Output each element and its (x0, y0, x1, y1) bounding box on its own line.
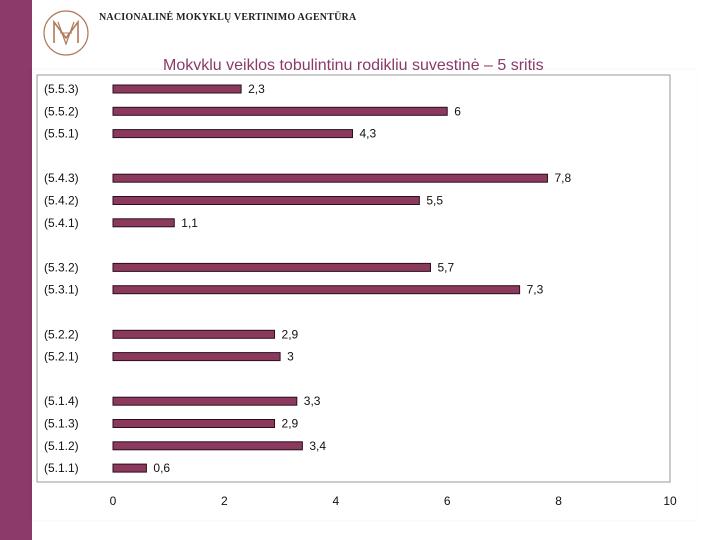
category-label: (5.3.2) (44, 260, 79, 274)
agency-name: NACIONALINĖ MOKYKLŲ VERTINIMO AGENTŪRA (99, 12, 357, 23)
category-label: (5.2.1) (44, 350, 79, 364)
category-label: (5.4.2) (44, 194, 79, 208)
bar (112, 352, 281, 362)
x-tick-label: 8 (555, 494, 562, 508)
category-label: (5.2.2) (44, 327, 79, 341)
bar-chart: (5.5.3) 2,3 (5.5.2) 6 (5.5.1) 4,3 (5.4.3) 7,8 (5… (36, 74, 677, 508)
x-tick-label: 6 (444, 494, 451, 508)
value-label: 7,8 (554, 171, 571, 185)
bar (112, 218, 175, 228)
value-label: 6 (454, 104, 461, 118)
category-label: (5.3.1) (44, 283, 79, 297)
bar (112, 84, 242, 94)
value-label: 3,3 (304, 394, 321, 408)
category-label: (5.5.2) (44, 104, 79, 118)
category-label: (5.5.1) (44, 127, 79, 141)
bar (112, 129, 354, 139)
plot-frame (36, 74, 671, 483)
bar (112, 441, 303, 451)
bar (112, 329, 276, 339)
value-label: 5,7 (437, 260, 454, 274)
value-label: 0,6 (153, 461, 170, 475)
nmva-monogram-icon (43, 10, 89, 56)
slide-title: Mokyklų veiklos tobulintinų rodiklių suv… (163, 57, 544, 72)
chart-panel: (5.5.3) 2,3 (5.5.2) 6 (5.5.1) 4,3 (5.4.3) 7,8 (5… (32, 70, 697, 520)
side-accent-bar (0, 0, 32, 540)
value-label: 7,3 (527, 283, 544, 297)
category-label: (5.4.1) (44, 216, 79, 230)
category-label: (5.4.3) (44, 171, 79, 185)
bar (112, 173, 548, 183)
category-label: (5.1.1) (44, 461, 79, 475)
value-label: 3 (287, 350, 294, 364)
value-label: 5,5 (426, 194, 443, 208)
value-label: 4,3 (360, 127, 377, 141)
value-label: 2,3 (248, 82, 265, 96)
bar (112, 419, 276, 428)
category-label: (5.1.4) (44, 394, 79, 408)
category-label: (5.1.2) (44, 439, 79, 453)
bar (112, 285, 521, 295)
value-label: 2,9 (282, 417, 299, 431)
value-label: 1,1 (181, 216, 198, 230)
value-label: 3,4 (309, 439, 326, 453)
x-tick-label: 2 (221, 494, 228, 508)
x-tick-label: 10 (663, 494, 677, 508)
bar (112, 396, 298, 406)
bar (112, 196, 420, 205)
x-tick-label: 0 (110, 494, 117, 508)
bar (112, 106, 448, 116)
category-label: (5.5.3) (44, 82, 79, 96)
x-tick-label: 4 (332, 494, 339, 508)
category-label: (5.1.3) (44, 417, 79, 431)
value-label: 2,9 (282, 327, 299, 341)
bar (112, 262, 431, 272)
bar (112, 463, 147, 473)
